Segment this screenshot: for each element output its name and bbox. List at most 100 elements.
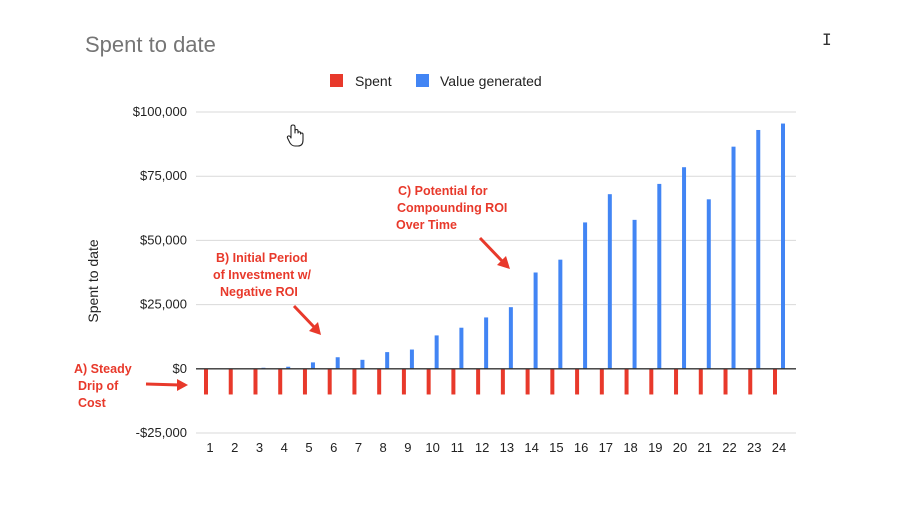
bar-value — [434, 335, 439, 369]
x-tick-label: 22 — [722, 440, 736, 455]
series-value — [261, 123, 785, 369]
bar-spent — [525, 368, 530, 395]
x-tick-label: 19 — [648, 440, 662, 455]
bar-spent — [723, 368, 728, 395]
legend-label-spent: Spent — [355, 73, 392, 89]
gridlines — [196, 111, 796, 434]
bar-value — [781, 123, 785, 369]
bar-spent — [624, 368, 629, 395]
y-axis-label: Spent to date — [85, 239, 101, 323]
x-tick-label: 14 — [524, 440, 538, 455]
y-tick-labels: $100,000 $75,000 $50,000 $25,000 $0 -$25,000 — [133, 104, 187, 440]
bar-value — [385, 352, 390, 369]
x-tick-label: 7 — [355, 440, 362, 455]
bar-spent — [550, 368, 555, 395]
bar-spent — [698, 368, 703, 395]
bar-spent — [599, 368, 604, 395]
bar-value — [583, 222, 588, 369]
x-tick-label: 12 — [475, 440, 489, 455]
annotation-c: C) Potential for Compounding ROI Over Ti… — [396, 184, 510, 269]
annotation-a-line-3: Cost — [78, 396, 107, 410]
x-tick-label: 15 — [549, 440, 563, 455]
bar-spent — [352, 368, 357, 395]
x-tick-label: 18 — [623, 440, 637, 455]
x-tick-label: 8 — [380, 440, 387, 455]
annotation-b-line-1: B) Initial Period — [216, 251, 308, 265]
bar-value — [533, 272, 538, 369]
hand-cursor-icon — [286, 124, 304, 147]
annotation-b: B) Initial Period of Investment w/ Negat… — [213, 251, 321, 335]
bar-value — [756, 129, 761, 369]
bar-value — [558, 259, 563, 369]
x-tick-label: 17 — [599, 440, 613, 455]
x-tick-label: 4 — [281, 440, 288, 455]
annotation-a-line-2: Drip of — [78, 379, 119, 393]
legend: Spent Value generated — [330, 73, 542, 89]
bar-value — [484, 317, 489, 369]
annotation-a-line-1: A) Steady — [74, 362, 132, 376]
bar-spent — [575, 368, 580, 395]
bar-value — [409, 349, 414, 369]
annotation-a-arrow — [145, 379, 188, 391]
bar-value — [632, 219, 637, 369]
x-tick-label: 3 — [256, 440, 263, 455]
bar-spent — [426, 368, 431, 395]
x-tick-label: 23 — [747, 440, 761, 455]
text-cursor-icon: I — [822, 30, 832, 49]
bar-spent — [500, 368, 505, 395]
legend-swatch-spent — [330, 74, 343, 87]
bar-value — [731, 146, 736, 369]
bar-value — [286, 366, 291, 369]
x-tick-label: 11 — [451, 440, 465, 455]
bar-value — [657, 183, 662, 369]
bar-spent — [773, 368, 777, 395]
bar-value — [335, 357, 340, 369]
annotation-c-arrow — [478, 236, 510, 269]
annotation-b-line-2: of Investment w/ — [213, 268, 311, 282]
bar-spent — [377, 368, 382, 395]
legend-swatch-value — [416, 74, 429, 87]
x-tick-label: 2 — [231, 440, 238, 455]
bar-spent — [302, 368, 307, 395]
x-tick-label: 13 — [500, 440, 514, 455]
y-tick-label: $25,000 — [140, 297, 187, 312]
bar-value — [682, 167, 687, 369]
y-tick-label: $0 — [173, 361, 187, 376]
bar-spent — [327, 368, 332, 395]
bar-value — [459, 327, 464, 369]
chart-title: Spent to date — [85, 32, 216, 57]
bar-value — [310, 362, 315, 369]
x-tick-label: 16 — [574, 440, 588, 455]
bar-spent — [204, 368, 208, 395]
annotation-c-line-3: Over Time — [396, 218, 457, 232]
y-tick-label: $50,000 — [140, 232, 187, 247]
x-tick-label: 5 — [305, 440, 312, 455]
bar-spent — [228, 368, 233, 395]
x-tick-label: 20 — [673, 440, 687, 455]
x-tick-label: 24 — [772, 440, 786, 455]
bar-spent — [253, 368, 258, 395]
y-tick-label: $75,000 — [140, 168, 187, 183]
bar-spent — [748, 368, 753, 395]
annotation-b-line-3: Negative ROI — [220, 285, 298, 299]
x-tick-label: 9 — [404, 440, 411, 455]
x-tick-label: 10 — [425, 440, 439, 455]
x-tick-label: 1 — [206, 440, 213, 455]
annotation-c-line-1: C) Potential for — [398, 184, 488, 198]
annotation-c-line-2: Compounding ROI — [397, 201, 507, 215]
series-spent — [204, 368, 777, 395]
bar-value — [607, 194, 612, 369]
bar-value — [508, 307, 513, 369]
y-tick-label: $100,000 — [133, 104, 187, 119]
bar-spent — [278, 368, 283, 395]
bar-spent — [674, 368, 679, 395]
bar-spent — [649, 368, 654, 395]
y-tick-label: -$25,000 — [136, 425, 187, 440]
x-tick-labels: 1 2 3 4 5 6 7 8 9 10 11 12 13 14 15 16 17 18 19 20 21 22 23 24 — [206, 440, 786, 455]
x-tick-label: 21 — [698, 440, 712, 455]
bar-spent — [451, 368, 456, 395]
annotation-b-arrow — [292, 304, 321, 335]
legend-label-value: Value generated — [440, 73, 542, 89]
bar-value — [706, 199, 711, 369]
